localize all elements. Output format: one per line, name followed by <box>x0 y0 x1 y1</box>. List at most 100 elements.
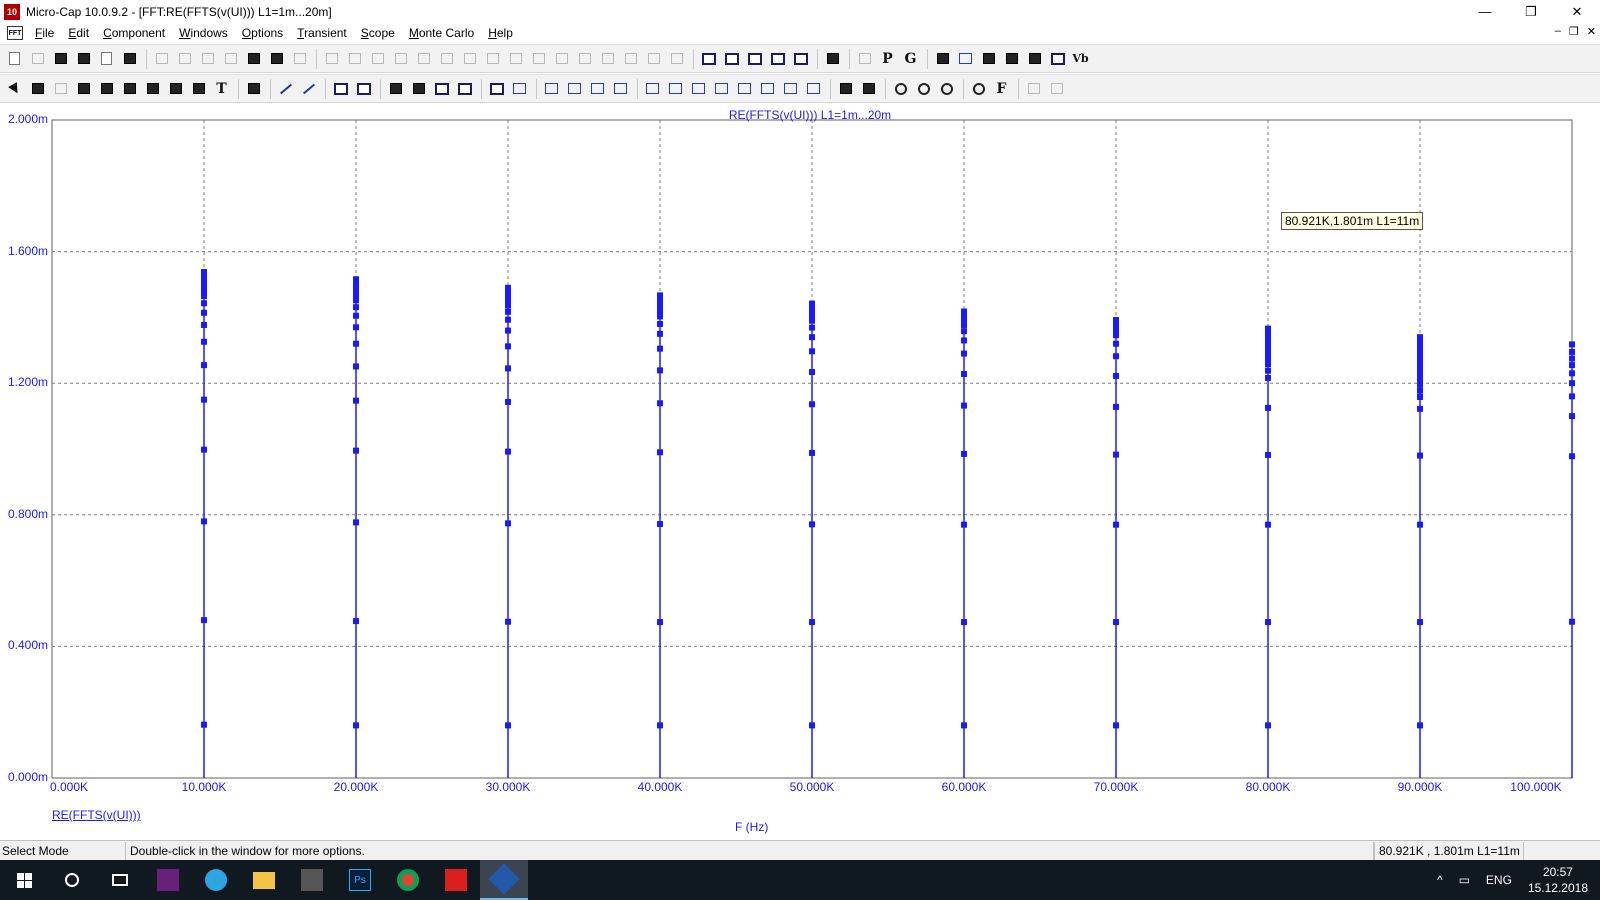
menu-windows[interactable]: Windows <box>179 26 228 40</box>
component-dropdown-button[interactable] <box>50 78 71 99</box>
resistor-button[interactable] <box>344 48 365 69</box>
copy-button[interactable] <box>220 48 241 69</box>
valley-button[interactable] <box>665 78 686 99</box>
menu-monte-carlo[interactable]: Monte Carlo <box>408 26 475 40</box>
menu-help[interactable]: Help <box>488 26 513 40</box>
menu-scope[interactable]: Scope <box>360 26 395 40</box>
graphics-button[interactable] <box>119 78 140 99</box>
cursor-left-button[interactable] <box>541 78 562 99</box>
print-preview-button[interactable] <box>96 48 117 69</box>
redo-button[interactable] <box>174 48 195 69</box>
document-system-icon[interactable]: FFT <box>7 26 23 40</box>
fft-plot-canvas[interactable] <box>0 104 1600 840</box>
prev-simulation-button[interactable] <box>858 78 879 99</box>
npn-button[interactable] <box>459 48 480 69</box>
cut-button[interactable] <box>197 48 218 69</box>
close-button[interactable]: ✕ <box>1554 0 1600 23</box>
cursor-right-button[interactable] <box>564 78 585 99</box>
jfet-button[interactable] <box>528 48 549 69</box>
delete-button[interactable] <box>266 48 287 69</box>
new-button[interactable] <box>4 48 25 69</box>
restore-button[interactable]: ❐ <box>1508 0 1554 23</box>
ground-button[interactable] <box>321 48 342 69</box>
cursor-both-button[interactable] <box>587 78 608 99</box>
component-mode-button[interactable] <box>27 78 48 99</box>
scale-button[interactable] <box>165 78 186 99</box>
menu-options[interactable]: Options <box>241 26 284 40</box>
diagonal-button[interactable] <box>298 78 319 99</box>
sine-source-button[interactable] <box>643 48 664 69</box>
diode-button[interactable] <box>413 48 434 69</box>
mdi-close-icon[interactable]: ✕ <box>1586 26 1596 38</box>
acrobat-button[interactable] <box>432 860 480 900</box>
peak-button[interactable] <box>642 78 663 99</box>
text-button[interactable]: T <box>211 78 232 99</box>
save-all-button[interactable] <box>73 48 94 69</box>
mdi-minimize-icon[interactable]: – <box>1554 25 1561 37</box>
mosfet-button[interactable] <box>551 48 572 69</box>
save-button[interactable] <box>50 48 71 69</box>
netlist-button[interactable] <box>978 48 999 69</box>
menu-edit[interactable]: Edit <box>68 26 90 40</box>
source-button[interactable] <box>574 48 595 69</box>
menu-transient[interactable]: Transient <box>297 26 347 40</box>
fft-plot-window[interactable]: RE(FFTS(v(UI))) L1=1m...20m 0.000m 0.400m… <box>0 104 1600 840</box>
global-high-button[interactable] <box>757 78 778 99</box>
start-button[interactable] <box>0 860 48 900</box>
search-button[interactable] <box>48 860 96 900</box>
select-all-button[interactable] <box>289 48 310 69</box>
global-low-button[interactable] <box>780 78 801 99</box>
next-simulation-button[interactable] <box>835 78 856 99</box>
opamp-button[interactable] <box>482 48 503 69</box>
g-button[interactable]: G <box>900 48 921 69</box>
font-button[interactable]: F <box>991 78 1012 99</box>
flag-button[interactable] <box>142 78 163 99</box>
undo-button[interactable] <box>151 48 172 69</box>
window-button[interactable] <box>790 48 811 69</box>
zoom-fit-button[interactable] <box>936 78 957 99</box>
tile-horizontal-button[interactable] <box>744 48 765 69</box>
open-button[interactable] <box>27 48 48 69</box>
file-explorer-button[interactable] <box>240 860 288 900</box>
visual-studio-button[interactable] <box>144 860 192 900</box>
calculator-button[interactable] <box>822 48 843 69</box>
zoom-in-button[interactable] <box>890 78 911 99</box>
inflection-button[interactable] <box>734 78 755 99</box>
info-button[interactable] <box>188 78 209 99</box>
mdi-restore-icon[interactable]: ❐ <box>1568 26 1579 38</box>
current-source-button[interactable] <box>597 48 618 69</box>
function-button[interactable] <box>620 48 641 69</box>
cascade-button[interactable] <box>698 48 719 69</box>
zoom-out-button[interactable] <box>913 78 934 99</box>
photoshop-button[interactable]: Ps <box>336 860 384 900</box>
microcap-app-icon[interactable]: 10 <box>4 3 20 20</box>
low-button[interactable] <box>711 78 732 99</box>
h-grid-button[interactable] <box>431 78 452 99</box>
clock[interactable]: 20:57 15.12.2018 <box>1528 864 1588 896</box>
brush-button[interactable] <box>1024 48 1045 69</box>
battery-button[interactable] <box>436 48 457 69</box>
minor-grid-button[interactable] <box>408 78 429 99</box>
capacitor-button[interactable] <box>367 48 388 69</box>
telegram-button[interactable] <box>192 860 240 900</box>
bold-grid-button[interactable] <box>385 78 406 99</box>
minimize-button[interactable]: — <box>1462 0 1508 23</box>
send-back-button[interactable] <box>1046 78 1067 99</box>
grid-button[interactable] <box>353 78 374 99</box>
high-button[interactable] <box>688 78 709 99</box>
menu-file[interactable]: File <box>35 26 55 40</box>
menu-component[interactable]: Component <box>103 26 166 40</box>
print-button[interactable] <box>119 48 140 69</box>
language-indicator[interactable]: ENG <box>1485 873 1512 887</box>
select-mode-button[interactable] <box>4 78 25 99</box>
bring-front-button[interactable] <box>1023 78 1044 99</box>
p-button[interactable]: P <box>877 48 898 69</box>
data-points-button[interactable] <box>509 78 530 99</box>
tile-vertical-button[interactable] <box>721 48 742 69</box>
paste-button[interactable] <box>243 48 264 69</box>
chrome-button[interactable] <box>384 860 432 900</box>
battery-icon[interactable]: ▭ <box>1458 873 1470 887</box>
task-view-button[interactable] <box>96 860 144 900</box>
rect-button[interactable] <box>330 78 351 99</box>
ltspice-button[interactable] <box>288 860 336 900</box>
